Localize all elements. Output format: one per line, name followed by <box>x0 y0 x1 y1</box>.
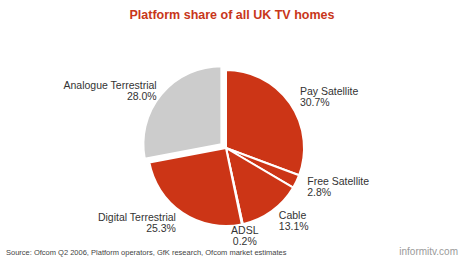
slice-value-label: 25.3% <box>146 222 176 234</box>
title: Platform share of all UK TV homes <box>130 8 335 22</box>
slice-value-label: 0.2% <box>233 235 257 247</box>
labels: Pay Satellite30.7%Free Satellite2.8%Cabl… <box>64 79 370 247</box>
slice-value-label: 30.7% <box>300 96 330 108</box>
pie <box>143 66 304 226</box>
slice-value-label: 2.8% <box>307 186 331 198</box>
slice-value-label: 28.0% <box>127 90 157 102</box>
watermark: informitv.com <box>399 246 458 257</box>
slice-value-label: 13.1% <box>279 220 309 232</box>
source-note: Source: Ofcom Q2 2006, Platform operator… <box>6 248 287 257</box>
chart: Platform share of all UK TV homes Pay Sat… <box>0 0 464 261</box>
background <box>0 0 464 261</box>
